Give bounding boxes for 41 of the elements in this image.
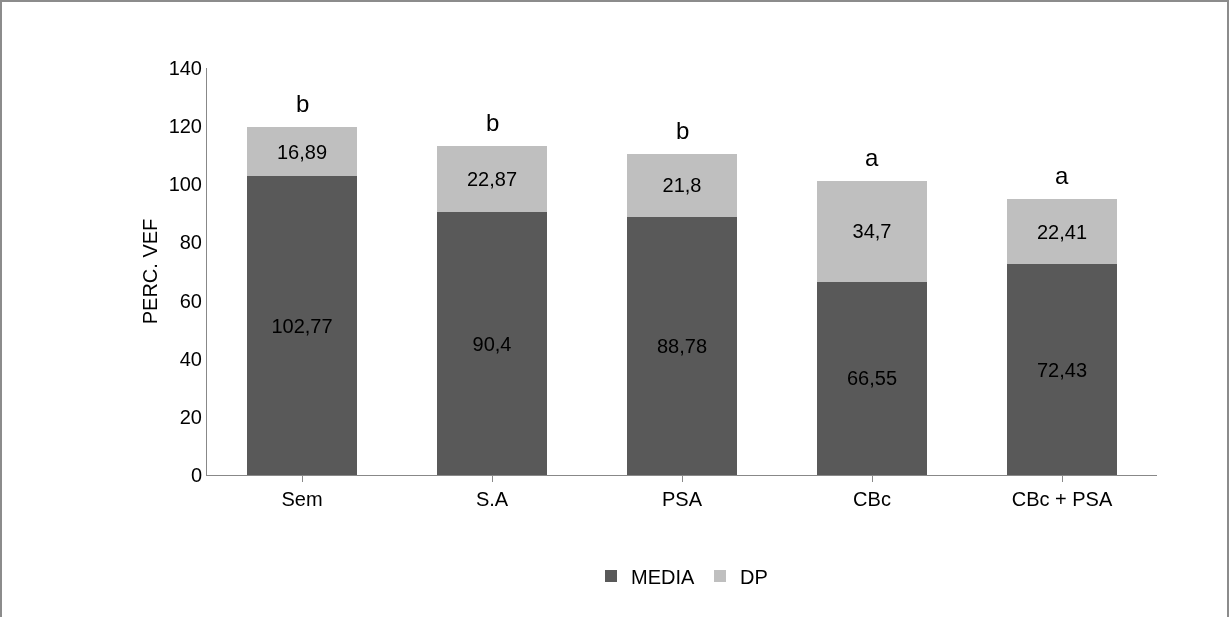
y-tick-label: 100 xyxy=(168,173,202,196)
data-label: 22,87 xyxy=(466,167,518,190)
bar xyxy=(816,281,928,475)
annotation: a xyxy=(1055,162,1069,189)
legend-label: MEDIA xyxy=(631,565,695,588)
x-tick-label: CBc + PSA xyxy=(1011,488,1113,510)
y-tick-label: 140 xyxy=(168,57,202,79)
x-tick-label: PSA xyxy=(661,488,703,510)
y-tick-label: 80 xyxy=(179,231,202,254)
legend-label: DP xyxy=(740,565,768,588)
annotation: b xyxy=(676,117,690,144)
y-tick-label: 40 xyxy=(179,347,202,370)
annotation: b xyxy=(296,90,310,117)
data-label: 22,41 xyxy=(1036,220,1088,243)
y-tick-label: 120 xyxy=(168,115,202,138)
bar xyxy=(626,153,738,217)
bar xyxy=(246,127,358,177)
data-label: 90,4 xyxy=(472,332,512,355)
y-tick-label: 20 xyxy=(179,405,202,428)
x-tick-label: CBc xyxy=(853,488,891,510)
data-label: 21,8 xyxy=(662,174,702,197)
data-label: 34,7 xyxy=(852,220,892,243)
y-tick-label: 0 xyxy=(190,464,202,486)
bar xyxy=(246,176,358,475)
data-label: 88,78 xyxy=(656,334,708,357)
y-tick-label: 60 xyxy=(179,289,202,312)
bar xyxy=(816,180,928,282)
data-label: 72,43 xyxy=(1036,358,1088,381)
x-tick-label: S.A xyxy=(475,488,509,510)
bar xyxy=(436,212,548,475)
bar xyxy=(1006,264,1118,475)
y-axis-title: PERC. VEF xyxy=(139,218,161,325)
data-label: 66,55 xyxy=(846,367,898,390)
annotation: b xyxy=(486,109,500,136)
bar xyxy=(1006,199,1118,265)
data-label: 102,77 xyxy=(271,314,333,337)
x-tick-label: Sem xyxy=(281,488,323,510)
data-label: 16,89 xyxy=(276,140,328,163)
annotation: a xyxy=(865,144,879,171)
bar xyxy=(436,145,548,213)
bar xyxy=(626,216,738,475)
